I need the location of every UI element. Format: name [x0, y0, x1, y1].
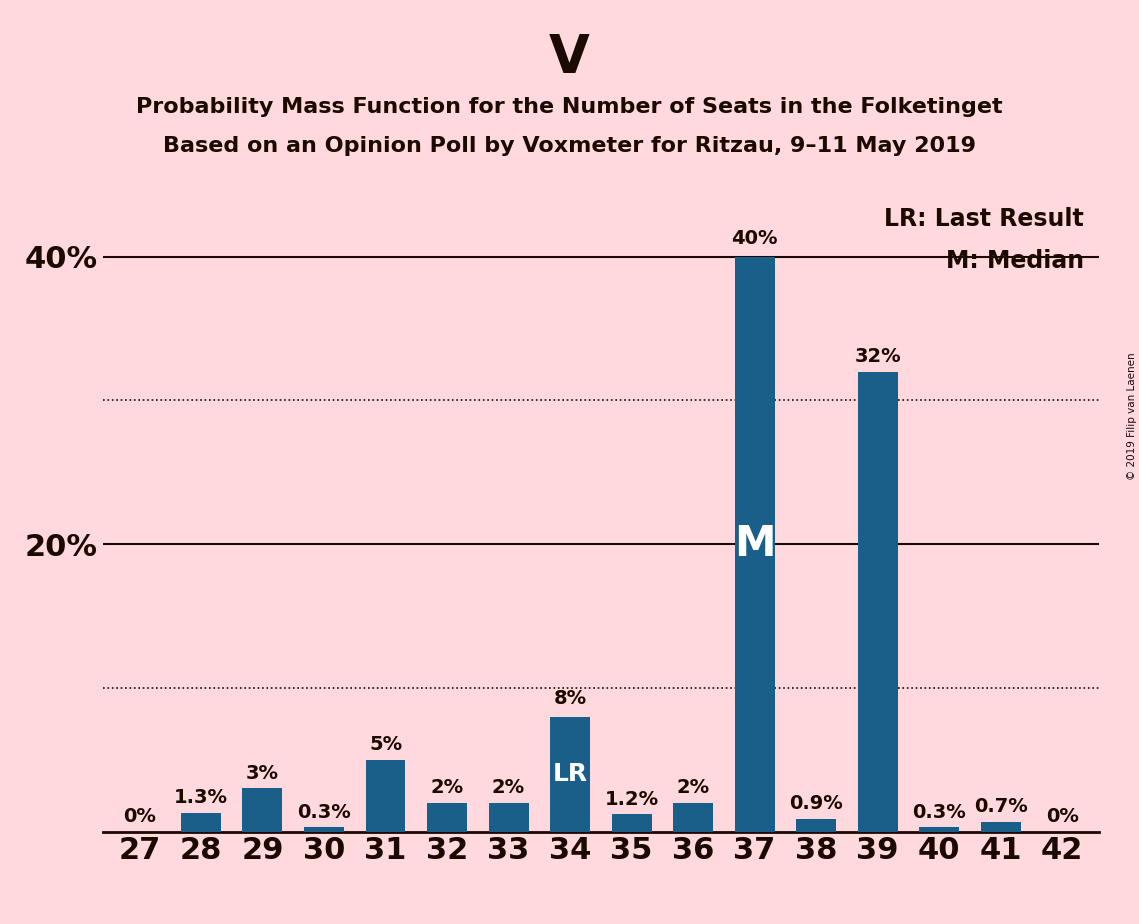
Text: 2%: 2% — [431, 778, 464, 797]
Bar — [673, 803, 713, 832]
Bar — [489, 803, 528, 832]
Text: © 2019 Filip van Laenen: © 2019 Filip van Laenen — [1126, 352, 1137, 480]
Text: 3%: 3% — [246, 764, 279, 783]
Bar — [181, 813, 221, 832]
Text: 5%: 5% — [369, 735, 402, 754]
Text: V: V — [549, 32, 590, 84]
Text: 1.2%: 1.2% — [605, 790, 658, 808]
Bar — [981, 821, 1021, 832]
Text: M: M — [734, 523, 776, 565]
Text: 0.9%: 0.9% — [789, 794, 843, 813]
Bar — [858, 371, 898, 832]
Text: 0.3%: 0.3% — [297, 803, 351, 821]
Text: 0.3%: 0.3% — [912, 803, 966, 821]
Bar — [304, 827, 344, 832]
Text: 2%: 2% — [677, 778, 710, 797]
Bar — [366, 760, 405, 832]
Text: 1.3%: 1.3% — [174, 788, 228, 808]
Text: 0%: 0% — [1046, 807, 1079, 826]
Text: 8%: 8% — [554, 689, 587, 708]
Text: Probability Mass Function for the Number of Seats in the Folketinget: Probability Mass Function for the Number… — [137, 97, 1002, 117]
Bar — [796, 819, 836, 832]
Text: LR: Last Result: LR: Last Result — [885, 208, 1084, 231]
Text: 0.7%: 0.7% — [974, 796, 1027, 816]
Text: LR: LR — [552, 762, 588, 786]
Text: 32%: 32% — [854, 346, 901, 366]
Bar — [919, 827, 959, 832]
Text: 0%: 0% — [123, 807, 156, 826]
Text: 2%: 2% — [492, 778, 525, 797]
Bar — [612, 814, 652, 832]
Bar — [427, 803, 467, 832]
Text: M: Median: M: Median — [947, 249, 1084, 274]
Text: Based on an Opinion Poll by Voxmeter for Ritzau, 9–11 May 2019: Based on an Opinion Poll by Voxmeter for… — [163, 136, 976, 156]
Bar — [735, 257, 775, 832]
Text: 40%: 40% — [731, 229, 778, 248]
Bar — [243, 788, 282, 832]
Bar — [550, 717, 590, 832]
